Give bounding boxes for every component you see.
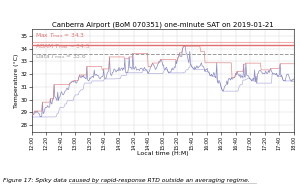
Text: Data $T_\mathrm{max}$ = 33.6: Data $T_\mathrm{max}$ = 33.6 [35,52,87,61]
Text: Figure 17: Spiky data caused by rapid-response RTD outside an averaging regime.: Figure 17: Spiky data caused by rapid-re… [3,178,250,183]
Legend: $T$ (last s), $T_\mathrm{max}$ (s over last min.), $T_\mathrm{min}$ (s over last: $T$ (last s), $T_\mathrm{max}$ (s over l… [70,183,256,184]
Text: ADAM $T_\mathrm{max}$ = 34.5: ADAM $T_\mathrm{max}$ = 34.5 [35,42,90,51]
Text: Max $T_\mathrm{max}$ = 34.3: Max $T_\mathrm{max}$ = 34.3 [35,31,85,40]
Y-axis label: Temperature (°C): Temperature (°C) [14,53,19,108]
Title: Canberra Airport (BoM 070351) one-minute SAT on 2019-01-21: Canberra Airport (BoM 070351) one-minute… [52,22,274,28]
X-axis label: Local time (H:M): Local time (H:M) [137,151,189,156]
